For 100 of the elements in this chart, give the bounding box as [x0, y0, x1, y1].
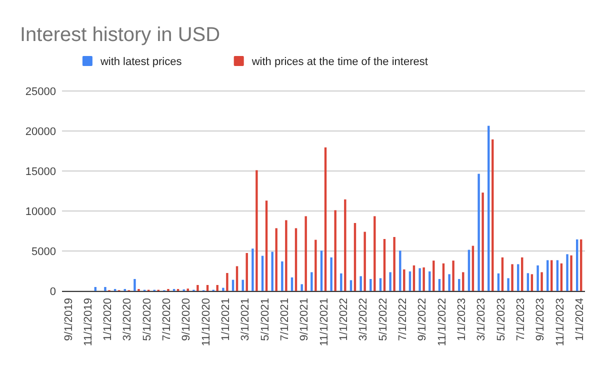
bar	[340, 273, 342, 291]
bar	[330, 257, 332, 291]
bar	[383, 239, 386, 291]
x-tick-label: 7/1/2020	[161, 298, 174, 341]
legend-label: with prices at the time of the interest	[250, 56, 428, 68]
x-tick-label: 7/1/2021	[279, 298, 292, 341]
x-tick-label: 1/1/2023	[456, 298, 468, 341]
x-tick-label: 9/1/2020	[180, 298, 193, 341]
bar	[261, 256, 264, 291]
bar	[399, 250, 402, 291]
legend-label: with latest prices	[99, 56, 182, 68]
x-tick-label: 11/1/2019	[82, 298, 94, 346]
bar	[206, 285, 209, 291]
bar	[432, 260, 435, 291]
bar	[550, 260, 553, 291]
bar	[350, 280, 352, 291]
bar	[134, 279, 136, 291]
bar	[374, 216, 376, 291]
bar	[412, 265, 416, 291]
bar	[304, 216, 307, 291]
bar	[492, 139, 494, 291]
bar	[236, 266, 238, 291]
bar	[501, 257, 504, 291]
bar	[482, 192, 484, 291]
bar	[256, 170, 258, 291]
bar	[104, 287, 106, 291]
bar	[556, 260, 559, 291]
bar	[222, 288, 224, 291]
x-tick-label: 11/1/2021	[318, 298, 330, 346]
bar	[448, 274, 450, 291]
x-tick-label: 5/1/2023	[495, 298, 508, 341]
bar	[442, 263, 445, 291]
bar	[370, 279, 372, 291]
x-tick-label: 11/1/2023	[554, 298, 566, 346]
bar	[507, 278, 510, 291]
bar	[540, 272, 543, 291]
x-tick-label: 9/1/2022	[416, 298, 429, 341]
bar	[488, 126, 490, 291]
bar	[428, 271, 431, 291]
bar	[408, 271, 412, 291]
bar	[472, 246, 474, 291]
bar	[94, 287, 96, 291]
bar	[275, 228, 278, 291]
bar	[360, 276, 362, 291]
bar	[310, 272, 313, 291]
bar	[521, 257, 524, 291]
x-tick-label: 11/1/2020	[200, 298, 212, 346]
y-tick-label: 5000	[32, 246, 56, 258]
x-tick-label: 1/1/2020	[102, 298, 114, 341]
bar	[320, 250, 323, 291]
y-tick-label: 25000	[25, 86, 56, 98]
x-tick-label: 5/1/2020	[141, 298, 154, 341]
bar	[216, 285, 218, 291]
bar	[511, 264, 514, 291]
x-tick-label: 3/1/2023	[476, 298, 488, 341]
x-tick-label: 1/1/2022	[338, 298, 350, 341]
chart-title: Interest history in USD	[20, 24, 220, 46]
bar	[468, 250, 470, 291]
bar	[536, 265, 539, 291]
y-tick-label: 10000	[25, 206, 56, 218]
x-tick-label: 7/1/2022	[396, 298, 409, 341]
bar	[294, 228, 298, 291]
bar	[334, 210, 336, 291]
bar	[285, 220, 288, 291]
bar	[389, 272, 392, 291]
x-tick-label: 9/1/2019	[62, 298, 75, 341]
bar	[418, 268, 421, 291]
bar	[546, 260, 549, 291]
bar	[281, 261, 284, 291]
bar	[246, 253, 248, 291]
bar	[526, 273, 530, 291]
y-tick-label: 0	[50, 286, 56, 298]
x-tick-label: 11/1/2022	[436, 298, 448, 346]
x-tick-label: 7/1/2023	[514, 298, 527, 341]
y-tick-label: 15000	[25, 166, 56, 178]
bar	[344, 199, 346, 291]
bar	[403, 269, 406, 291]
x-tick-label: 9/1/2023	[534, 298, 547, 341]
bar	[252, 248, 254, 291]
bar	[570, 255, 572, 291]
x-tick-label: 3/1/2020	[122, 298, 134, 341]
x-tick-label: 5/1/2021	[259, 298, 272, 341]
bar	[314, 240, 317, 291]
x-tick-label: 3/1/2022	[358, 298, 370, 341]
bar	[271, 252, 274, 291]
bar	[196, 285, 199, 291]
bar	[300, 284, 303, 291]
bar	[422, 267, 425, 291]
bar	[560, 263, 563, 291]
bar	[478, 174, 480, 291]
x-tick-label: 1/1/2021	[220, 298, 232, 341]
bar	[438, 279, 441, 291]
bar	[566, 254, 568, 291]
bar	[452, 260, 454, 291]
bar	[379, 278, 382, 291]
bar	[324, 147, 327, 291]
bar	[576, 239, 578, 291]
bar	[290, 277, 294, 291]
bar	[364, 232, 366, 291]
bar	[458, 279, 460, 291]
